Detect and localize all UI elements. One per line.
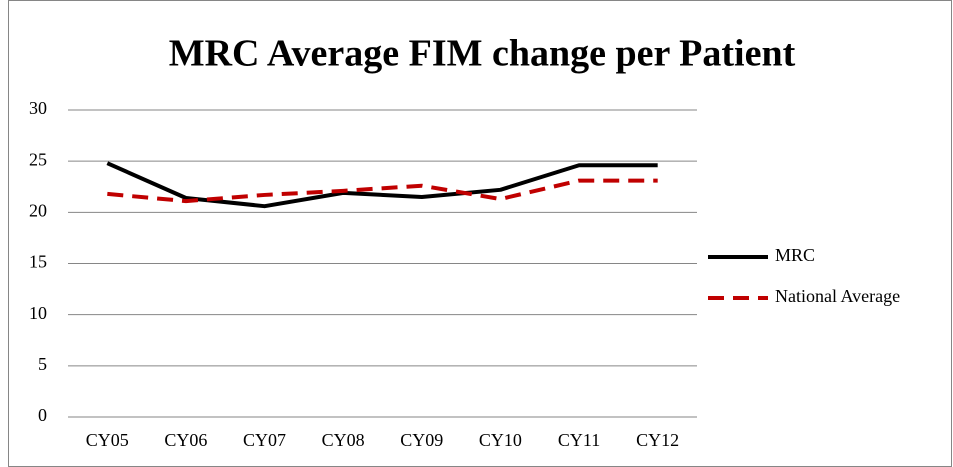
legend-label: MRC [775,245,815,265]
chart-frame [8,0,952,467]
y-tick-label: 5 [38,354,47,374]
legend-label: National Average [775,286,900,306]
y-tick-label: 25 [29,149,47,169]
x-tick-label: CY11 [558,430,600,450]
series-line [106,161,658,209]
y-tick-label: 30 [29,98,47,118]
y-tick-label: 0 [38,405,47,425]
x-tick-label: CY07 [243,430,286,450]
chart-title: MRC Average FIM change per Patient [169,33,796,75]
y-tick-label: 10 [29,303,47,323]
x-tick-label: CY10 [479,430,522,450]
y-tick-label: 15 [29,252,47,272]
x-tick-label: CY08 [322,430,365,450]
y-tick-label: 20 [29,200,47,220]
x-tick-label: CY09 [400,430,443,450]
series-line [107,178,658,204]
x-tick-label: CY05 [86,430,129,450]
x-tick-label: CY06 [164,430,207,450]
x-tick-label: CY12 [636,430,679,450]
